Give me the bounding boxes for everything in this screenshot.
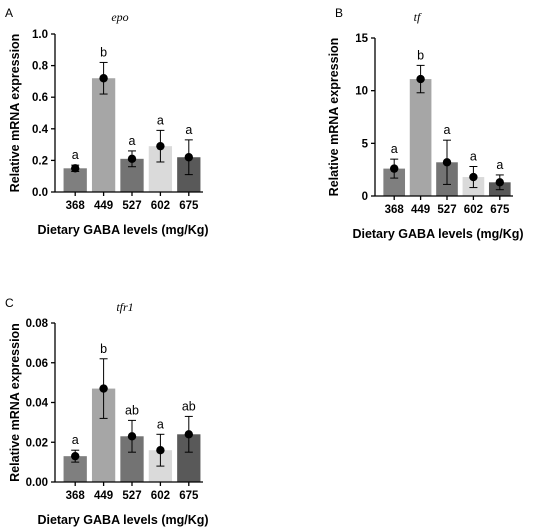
x-tick-label: 449	[411, 204, 430, 216]
x-tick-label: 675	[179, 490, 199, 502]
panel-letter: A	[5, 6, 13, 20]
y-tick-label: 0.0	[32, 187, 48, 199]
significance-label: b	[100, 342, 107, 356]
mean-point	[71, 451, 80, 461]
significance-label: a	[185, 123, 192, 137]
significance-label: a	[72, 148, 79, 162]
y-axis-label: Relative mRNA expression	[327, 38, 341, 197]
x-tick-label: 602	[464, 204, 483, 216]
x-tick-label: 449	[94, 490, 113, 502]
significance-label: b	[417, 48, 424, 62]
mean-point	[184, 430, 193, 439]
bar-527	[120, 158, 144, 192]
x-axis-label: Dietary GABA levels (mg/Kg)	[37, 223, 208, 237]
significance-label: a	[444, 123, 451, 137]
mean-point	[416, 74, 425, 84]
x-tick-label: 527	[122, 200, 141, 212]
x-tick-label: 368	[385, 204, 405, 216]
y-tick-label: 0.2	[32, 155, 48, 167]
x-tick-label: 602	[151, 200, 170, 212]
y-axis-label: Relative mRNA expression	[8, 323, 22, 482]
x-tick-label: 527	[437, 204, 456, 216]
mean-point	[442, 158, 452, 167]
bar-368	[383, 168, 406, 196]
y-tick-label: 0.00	[26, 477, 48, 489]
bar-602	[148, 146, 173, 192]
chart-title: epo	[111, 10, 128, 24]
y-tick-label: 0.02	[26, 437, 48, 449]
significance-label: ab	[182, 399, 196, 413]
mean-point	[469, 172, 478, 182]
bar-368	[63, 456, 87, 482]
y-tick-label: 10	[355, 86, 368, 98]
significance-label: ab	[125, 403, 139, 417]
y-tick-label: 0.6	[32, 92, 48, 104]
bar-449	[91, 78, 116, 192]
y-tick-label: 15	[355, 33, 368, 45]
significance-label: a	[391, 142, 398, 156]
mean-point	[127, 432, 137, 441]
y-tick-label: 0.04	[26, 398, 49, 410]
significance-label: a	[157, 113, 164, 127]
mean-point	[495, 178, 504, 187]
significance-label: a	[157, 417, 164, 431]
significance-label: a	[72, 433, 79, 447]
mean-point	[156, 446, 165, 455]
bar-449	[91, 388, 116, 482]
bar-368	[63, 168, 87, 192]
mean-point	[71, 164, 80, 173]
y-tick-label: 0.8	[32, 61, 49, 73]
mean-point	[184, 153, 193, 162]
x-axis-label: Dietary GABA levels (mg/Kg)	[352, 227, 523, 241]
x-tick-label: 675	[490, 204, 510, 216]
significance-label: a	[129, 134, 136, 148]
x-tick-label: 368	[66, 200, 86, 212]
x-tick-label: 527	[122, 490, 141, 502]
x-axis-label: Dietary GABA levels (mg/Kg)	[37, 513, 208, 527]
significance-label: a	[496, 158, 503, 172]
panel-letter: B	[335, 6, 343, 20]
panel-letter: C	[5, 296, 14, 310]
y-axis-label: Relative mRNA expression	[8, 34, 22, 193]
significance-label: b	[100, 45, 107, 59]
x-tick-label: 368	[66, 490, 86, 502]
mean-point	[156, 141, 165, 151]
chart-title: tfr1	[116, 300, 133, 314]
mean-point	[99, 384, 108, 393]
bar-527	[120, 436, 144, 482]
y-tick-label: 5	[362, 138, 369, 150]
x-tick-label: 602	[151, 490, 170, 502]
mean-point	[390, 164, 399, 173]
y-tick-label: 0	[362, 191, 368, 203]
y-tick-label: 0.08	[26, 318, 49, 330]
bar-675	[177, 434, 201, 482]
x-tick-label: 449	[94, 200, 113, 212]
mean-point	[127, 154, 137, 164]
y-tick-label: 0.4	[32, 124, 49, 136]
y-tick-label: 0.06	[26, 358, 48, 370]
mean-point	[99, 74, 108, 83]
x-tick-label: 675	[179, 200, 199, 212]
bar-449	[409, 79, 432, 196]
chart-title: tf	[414, 10, 422, 24]
y-tick-label: 1.0	[32, 29, 48, 41]
significance-label: a	[470, 150, 477, 164]
